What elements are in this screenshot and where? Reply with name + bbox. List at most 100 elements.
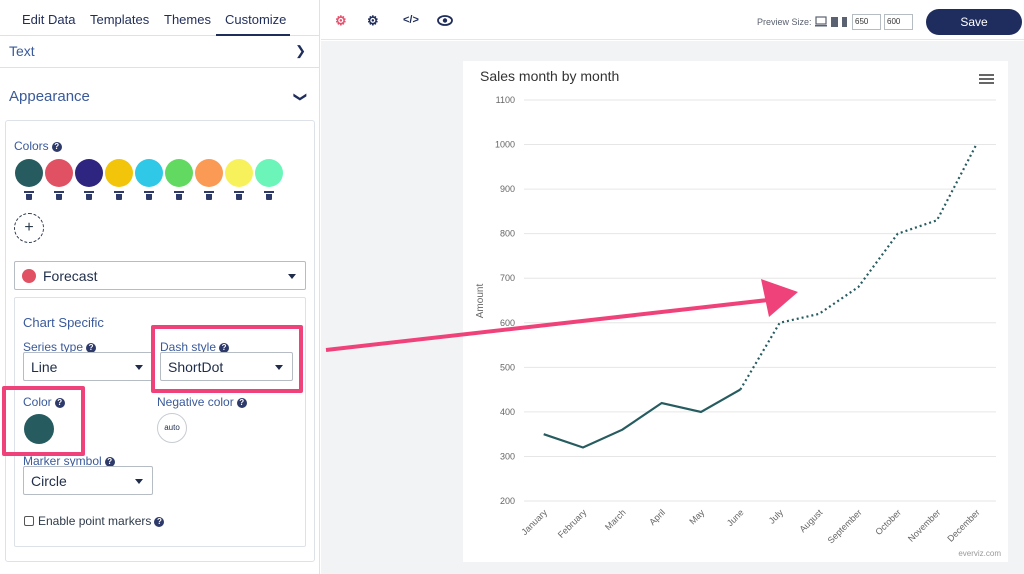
tab-edit-data[interactable]: Edit Data (22, 12, 76, 27)
marker-symbol-select[interactable]: Circle (23, 466, 153, 495)
negative-color-picker[interactable]: auto (157, 413, 187, 443)
code-icon[interactable]: </> (403, 14, 419, 26)
x-tick-label: May (687, 507, 706, 526)
x-tick-label: July (767, 507, 786, 526)
trash-icon[interactable] (234, 191, 244, 200)
color-swatch[interactable] (15, 159, 43, 187)
series-type-value: Line (31, 358, 58, 375)
add-color-button[interactable]: + (14, 213, 44, 243)
color-swatch[interactable] (105, 159, 133, 187)
trash-icon[interactable] (174, 191, 184, 200)
series-type-select[interactable]: Line (23, 352, 153, 381)
chevron-right-icon: ❯ (295, 43, 306, 58)
laptop-icon (815, 16, 827, 25)
y-tick-label: 600 (500, 318, 515, 328)
x-tick-label: December (945, 507, 981, 543)
color-swatch[interactable] (45, 159, 73, 187)
device-icons (815, 16, 847, 27)
annotation-arrow (325, 279, 798, 352)
x-tick-label: March (603, 507, 628, 532)
caret-down-icon (288, 273, 296, 279)
help-icon[interactable]: ? (86, 343, 97, 353)
y-tick-label: 700 (500, 273, 515, 283)
color-swatch[interactable] (255, 159, 283, 187)
preview-width-input[interactable]: 650 (852, 14, 881, 30)
tab-customize[interactable]: Customize (216, 8, 290, 36)
trash-icon[interactable] (54, 191, 64, 200)
series-type-label: Series type? (23, 340, 97, 354)
section-appearance-title: Appearance (9, 88, 90, 105)
series-color-picker[interactable] (24, 414, 54, 444)
x-tick-label: January (519, 507, 549, 537)
preview-height-input[interactable]: 600 (884, 14, 913, 30)
chart-title: Sales month by month (480, 68, 619, 84)
trash-icon[interactable] (144, 191, 154, 200)
caret-down-icon (275, 364, 283, 370)
help-icon[interactable]: ? (236, 398, 247, 408)
trash-icon[interactable] (264, 191, 274, 200)
x-tick-label: August (798, 507, 825, 534)
colors-label: Colors? (14, 139, 62, 153)
color-swatch[interactable] (75, 159, 103, 187)
editor-tabs: Edit Data Templates Themes Customize (0, 0, 320, 36)
chevron-down-icon: ❯ (293, 91, 309, 103)
caret-down-icon (135, 478, 143, 484)
color-swatch[interactable] (135, 159, 163, 187)
x-tick-label: February (556, 507, 589, 540)
section-text-header[interactable]: Text ❯ (0, 36, 320, 68)
phone-icon (842, 17, 847, 27)
y-tick-label: 200 (500, 496, 515, 506)
series-select[interactable]: Forecast (14, 261, 306, 290)
series-select-value: Forecast (43, 267, 98, 284)
section-appearance-header[interactable]: Appearance ❯ (0, 76, 320, 114)
x-tick-label: November (906, 507, 942, 543)
preview-size-label: Preview Size: (757, 17, 812, 27)
customize-sidebar: Edit Data Templates Themes Customize Tex… (0, 0, 320, 574)
trash-icon[interactable] (204, 191, 214, 200)
x-tick-label: September (826, 507, 864, 545)
color-swatch[interactable] (165, 159, 193, 187)
marker-symbol-label: Marker symbol? (23, 454, 115, 468)
y-tick-label: 900 (500, 184, 515, 194)
dash-style-label: Dash style? (160, 340, 230, 354)
tab-themes[interactable]: Themes (164, 12, 211, 27)
color-swatch[interactable] (195, 159, 223, 187)
x-axis-ticks: January February March April May June July Augu… (519, 507, 981, 546)
caret-down-icon (135, 364, 143, 370)
chart-specific-panel (14, 297, 306, 547)
help-icon[interactable]: ? (219, 343, 230, 353)
help-icon[interactable]: ? (154, 517, 165, 527)
dash-style-highlight (151, 325, 303, 393)
series-lines (543, 144, 978, 449)
tablet-icon (831, 17, 838, 27)
dash-style-select[interactable]: ShortDot (160, 352, 293, 381)
y-axis-label: Amount (475, 284, 486, 319)
y-tick-label: 300 (500, 451, 515, 461)
gear-icon[interactable]: ⚙ (335, 13, 347, 28)
save-button[interactable]: Save (926, 9, 1022, 35)
chart-credits: everviz.com (958, 549, 1001, 558)
trash-icon[interactable] (24, 191, 34, 200)
gears-icon[interactable]: ⚙​ (367, 13, 379, 28)
top-toolbar (321, 0, 1024, 40)
point-markers-checkbox[interactable] (24, 516, 34, 526)
help-icon[interactable]: ? (104, 457, 115, 467)
tab-templates[interactable]: Templates (90, 12, 150, 27)
y-tick-label: 1100 (496, 95, 515, 105)
help-icon[interactable]: ? (54, 398, 65, 408)
color-swatch[interactable] (225, 159, 253, 187)
negative-color-label: Negative color? (157, 395, 247, 409)
eye-icon[interactable] (437, 15, 453, 26)
chart-specific-title: Chart Specific (23, 315, 104, 330)
help-icon[interactable]: ? (51, 142, 62, 152)
y-tick-label: 400 (500, 407, 515, 417)
actual-series-line (543, 388, 741, 449)
y-tick-label: 500 (500, 362, 515, 372)
marker-symbol-value: Circle (31, 472, 67, 489)
line-chart: 200 300 400 500 600 700 800 900 1000 1100 January… (475, 68, 1001, 558)
trash-icon[interactable] (114, 191, 124, 200)
trash-icon[interactable] (84, 191, 94, 200)
forecast-series-line (739, 144, 978, 391)
hamburger-menu-icon[interactable] (979, 74, 994, 84)
x-tick-label: June (725, 507, 746, 528)
